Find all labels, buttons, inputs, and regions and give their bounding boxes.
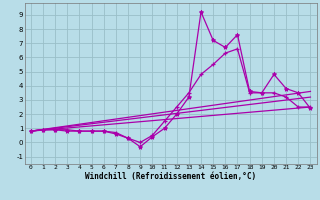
X-axis label: Windchill (Refroidissement éolien,°C): Windchill (Refroidissement éolien,°C) xyxy=(85,172,256,181)
